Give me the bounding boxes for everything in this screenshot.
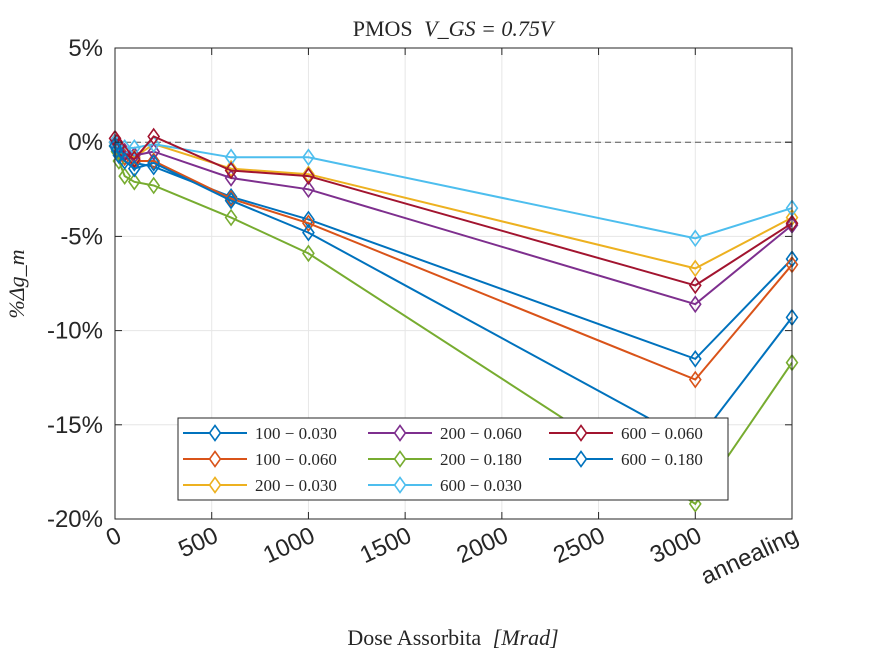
series-5-point-8 xyxy=(688,229,702,248)
chart-title-math: V_GS = 0.75V xyxy=(424,16,556,41)
y-tick-label-1: 0% xyxy=(68,129,103,156)
series-7-point-7 xyxy=(302,223,315,242)
series-3-point-5 xyxy=(147,142,161,161)
y-tick-label-2: -5% xyxy=(60,223,103,250)
series-6-point-5 xyxy=(147,127,161,146)
y-axis-label: %Δg_m xyxy=(4,249,29,318)
legend-marker-6 xyxy=(574,424,588,442)
series-4-point-7 xyxy=(302,244,315,263)
series-5-point-7 xyxy=(302,148,315,167)
y-tick-label-5: -20% xyxy=(47,506,103,533)
legend-marker-3 xyxy=(393,424,407,442)
legend-label-3: 200 − 0.060 xyxy=(440,424,522,443)
legend-item-2: 200 − 0.030 xyxy=(183,476,337,495)
chart-title-prefix: PMOS xyxy=(353,16,413,41)
series-6-point-8 xyxy=(688,276,702,295)
series-0-point-7 xyxy=(302,210,315,229)
y-tick-label-0: 5% xyxy=(68,35,103,62)
series-0-point-8 xyxy=(688,349,702,368)
y-tick-labels: 5% 0% -5% -10% -15% -20% xyxy=(47,35,792,533)
series-7-point-4 xyxy=(127,159,141,178)
series-6-point-4 xyxy=(127,150,141,169)
legend-label-7: 600 − 0.180 xyxy=(621,450,703,469)
legend-item-1: 100 − 0.060 xyxy=(183,450,337,469)
series-7-point-6 xyxy=(224,191,238,210)
series-4-point-4 xyxy=(127,172,141,191)
legend-marker-4 xyxy=(393,450,407,468)
series-1-point-8 xyxy=(688,370,702,389)
legend-marker-7 xyxy=(574,450,588,468)
series-2-point-6 xyxy=(224,159,238,178)
legend-marker-0 xyxy=(208,424,222,442)
series-4-point-5 xyxy=(147,176,161,195)
legend-label-1: 100 − 0.060 xyxy=(255,450,337,469)
x-axis-label-text: Dose Assorbita xyxy=(347,625,481,650)
legend: 100 − 0.030 100 − 0.060 200 − 0.030 200 − 0… xyxy=(177,417,729,501)
series-1-point-7 xyxy=(302,214,315,233)
series-3-point-7 xyxy=(302,180,315,199)
series-7-point-1 xyxy=(110,140,124,159)
series-3-point-6 xyxy=(224,169,238,187)
series-4-point-6 xyxy=(224,208,238,227)
legend-label-0: 100 − 0.030 xyxy=(255,424,337,443)
series-1-point-5 xyxy=(147,152,161,170)
x-axis-label: Dose Assorbita [Mrad] xyxy=(347,625,558,650)
series-5-point-4 xyxy=(127,138,141,157)
legend-marker-2 xyxy=(208,476,222,494)
legend-label-4: 200 − 0.180 xyxy=(440,450,522,469)
x-axis-label-unit: [Mrad] xyxy=(493,625,559,650)
legend-box xyxy=(177,417,729,501)
legend-item-4: 200 − 0.180 xyxy=(368,450,522,469)
series-3-point-8 xyxy=(688,295,702,314)
legend-item-3: 200 − 0.060 xyxy=(368,424,522,443)
legend-item-0: 100 − 0.030 xyxy=(183,424,337,443)
series-4-point-8 xyxy=(688,495,702,513)
series-6-point-7 xyxy=(302,167,315,185)
series-layer xyxy=(108,127,799,513)
series-1-point-6 xyxy=(224,189,238,208)
series-0-point-6 xyxy=(224,187,238,206)
legend-item-6: 600 − 0.060 xyxy=(549,424,703,443)
series-line-7 xyxy=(114,145,793,445)
series-7-point-3 xyxy=(118,152,132,170)
plot-frame xyxy=(114,47,793,520)
legend-marker-1 xyxy=(208,450,222,468)
series-7-point-5 xyxy=(147,154,161,172)
chart-title: PMOS V_GS = 0.75V xyxy=(353,16,556,41)
series-6-point-6 xyxy=(224,161,238,180)
legend-label-2: 200 − 0.030 xyxy=(255,476,337,495)
series-3-point-4 xyxy=(127,146,141,165)
legend-item-5: 600 − 0.030 xyxy=(368,476,522,495)
legend-label-5: 600 − 0.030 xyxy=(440,476,522,495)
series-5-point-6 xyxy=(224,148,238,167)
series-4-point-3 xyxy=(118,167,132,185)
y-tick-label-4: -15% xyxy=(47,412,103,439)
legend-item-7: 600 − 0.180 xyxy=(549,450,703,469)
y-tick-label-3: -10% xyxy=(47,318,103,345)
legend-label-6: 600 − 0.060 xyxy=(621,424,703,443)
legend-marker-5 xyxy=(393,476,407,494)
series-2-point-8 xyxy=(688,259,702,278)
